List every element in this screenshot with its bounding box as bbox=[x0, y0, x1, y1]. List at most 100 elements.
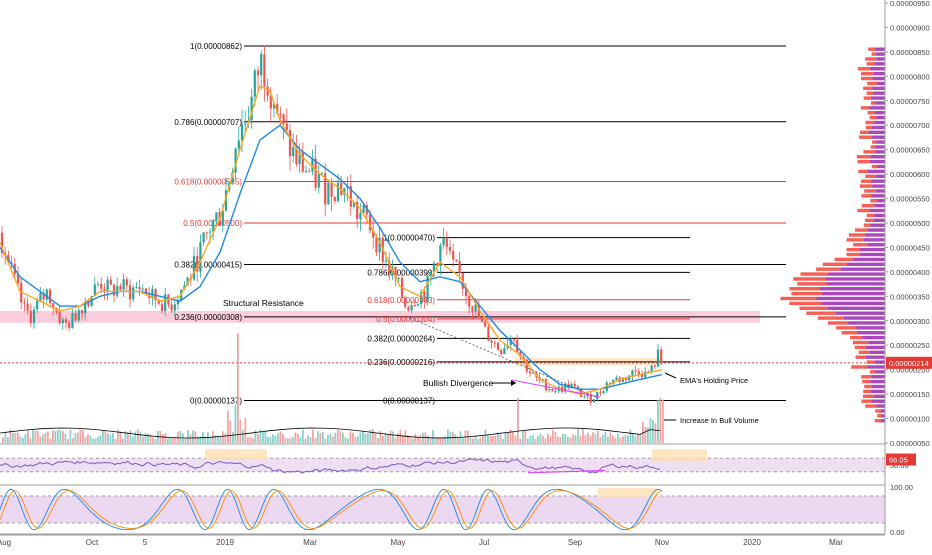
candle-body[interactable] bbox=[333, 196, 336, 201]
candle-body[interactable] bbox=[493, 342, 496, 344]
candle-body[interactable] bbox=[144, 288, 148, 295]
candle-body[interactable] bbox=[458, 261, 461, 274]
candle-body[interactable] bbox=[500, 349, 503, 355]
candle-body[interactable] bbox=[61, 319, 64, 324]
candle-body[interactable] bbox=[58, 311, 61, 324]
candle-body[interactable] bbox=[224, 190, 228, 211]
candle-body[interactable] bbox=[196, 255, 199, 272]
candle-body[interactable] bbox=[503, 348, 506, 355]
candle-body[interactable] bbox=[583, 396, 586, 398]
candle-body[interactable] bbox=[548, 389, 551, 391]
candle-body[interactable] bbox=[388, 260, 391, 274]
candle-body[interactable] bbox=[509, 339, 512, 345]
candle-body[interactable] bbox=[650, 365, 653, 373]
candle-body[interactable] bbox=[304, 171, 308, 173]
candle-body[interactable] bbox=[564, 383, 567, 392]
candle-body[interactable] bbox=[119, 286, 122, 290]
candle-body[interactable] bbox=[448, 247, 452, 251]
candle-body[interactable] bbox=[420, 291, 423, 305]
candle-body[interactable] bbox=[205, 232, 208, 234]
candle-body[interactable] bbox=[100, 283, 103, 289]
candle-body[interactable] bbox=[106, 279, 109, 292]
candle-body[interactable] bbox=[544, 379, 548, 391]
candle-body[interactable] bbox=[570, 383, 573, 389]
candle-body[interactable] bbox=[644, 371, 647, 378]
candle-body[interactable] bbox=[186, 277, 189, 286]
candle-body[interactable] bbox=[170, 304, 173, 311]
candle-body[interactable] bbox=[634, 370, 637, 372]
candle-body[interactable] bbox=[39, 293, 42, 301]
candle-body[interactable] bbox=[477, 304, 480, 318]
candle-body[interactable] bbox=[52, 303, 55, 308]
candle-body[interactable] bbox=[525, 359, 528, 372]
candle-body[interactable] bbox=[141, 288, 144, 290]
candle-body[interactable] bbox=[276, 103, 279, 114]
candle-body[interactable] bbox=[250, 96, 253, 121]
candle-body[interactable] bbox=[157, 300, 160, 304]
candle-body[interactable] bbox=[308, 171, 311, 173]
candle-body[interactable] bbox=[112, 284, 116, 296]
candles-layer[interactable] bbox=[0, 45, 663, 406]
candle-body[interactable] bbox=[122, 279, 125, 290]
candle-body[interactable] bbox=[407, 306, 410, 311]
candle-body[interactable] bbox=[202, 232, 205, 243]
candle-body[interactable] bbox=[256, 70, 260, 76]
candle-body[interactable] bbox=[87, 301, 90, 306]
candle-body[interactable] bbox=[164, 294, 167, 312]
candle-body[interactable] bbox=[471, 306, 474, 312]
candle-body[interactable] bbox=[439, 245, 442, 267]
candle-body[interactable] bbox=[96, 283, 100, 285]
candle-body[interactable] bbox=[285, 123, 288, 131]
candle-body[interactable] bbox=[48, 289, 52, 304]
candle-body[interactable] bbox=[468, 296, 471, 307]
candle-body[interactable] bbox=[16, 273, 20, 283]
candle-body[interactable] bbox=[375, 237, 378, 253]
candle-body[interactable] bbox=[608, 382, 612, 385]
last-price-tag[interactable] bbox=[886, 356, 932, 369]
candle-body[interactable] bbox=[301, 152, 304, 172]
candle-body[interactable] bbox=[423, 291, 426, 302]
candle-body[interactable] bbox=[74, 313, 77, 321]
candle-body[interactable] bbox=[621, 377, 624, 383]
candle-body[interactable] bbox=[282, 114, 285, 124]
candle-body[interactable] bbox=[455, 259, 458, 262]
candle-body[interactable] bbox=[410, 305, 413, 311]
candle-body[interactable] bbox=[263, 54, 266, 87]
candle-body[interactable] bbox=[512, 339, 516, 341]
candle-body[interactable] bbox=[554, 391, 557, 393]
candle-body[interactable] bbox=[541, 379, 544, 381]
candle-body[interactable] bbox=[269, 95, 272, 109]
candle-body[interactable] bbox=[359, 212, 362, 220]
candle-body[interactable] bbox=[378, 237, 381, 253]
candle-body[interactable] bbox=[29, 310, 32, 323]
candle-body[interactable] bbox=[128, 285, 132, 300]
candle-body[interactable] bbox=[340, 182, 343, 195]
candle-body[interactable] bbox=[103, 288, 106, 292]
candle-body[interactable] bbox=[93, 284, 96, 297]
candle-body[interactable] bbox=[336, 182, 340, 201]
candle-body[interactable] bbox=[221, 210, 224, 226]
candle-body[interactable] bbox=[298, 152, 301, 165]
candle-body[interactable] bbox=[343, 188, 346, 195]
candle-body[interactable] bbox=[656, 349, 660, 367]
candle-body[interactable] bbox=[480, 317, 484, 322]
candle-body[interactable] bbox=[272, 103, 276, 109]
candle-body[interactable] bbox=[394, 266, 397, 279]
candle-body[interactable] bbox=[404, 297, 407, 307]
candle-body[interactable] bbox=[320, 173, 324, 175]
candle-body[interactable] bbox=[637, 371, 640, 375]
candle-body[interactable] bbox=[330, 182, 333, 197]
candle-body[interactable] bbox=[602, 391, 605, 394]
candle-body[interactable] bbox=[660, 349, 663, 364]
candle-body[interactable] bbox=[176, 300, 180, 305]
candle-body[interactable] bbox=[208, 231, 212, 233]
candle-body[interactable] bbox=[631, 370, 634, 376]
candle-body[interactable] bbox=[36, 300, 39, 310]
candle-body[interactable] bbox=[599, 392, 602, 394]
candle-body[interactable] bbox=[551, 389, 554, 392]
candle-body[interactable] bbox=[64, 319, 68, 323]
candle-body[interactable] bbox=[68, 322, 71, 329]
candle-body[interactable] bbox=[160, 303, 164, 312]
candle-body[interactable] bbox=[260, 54, 263, 76]
